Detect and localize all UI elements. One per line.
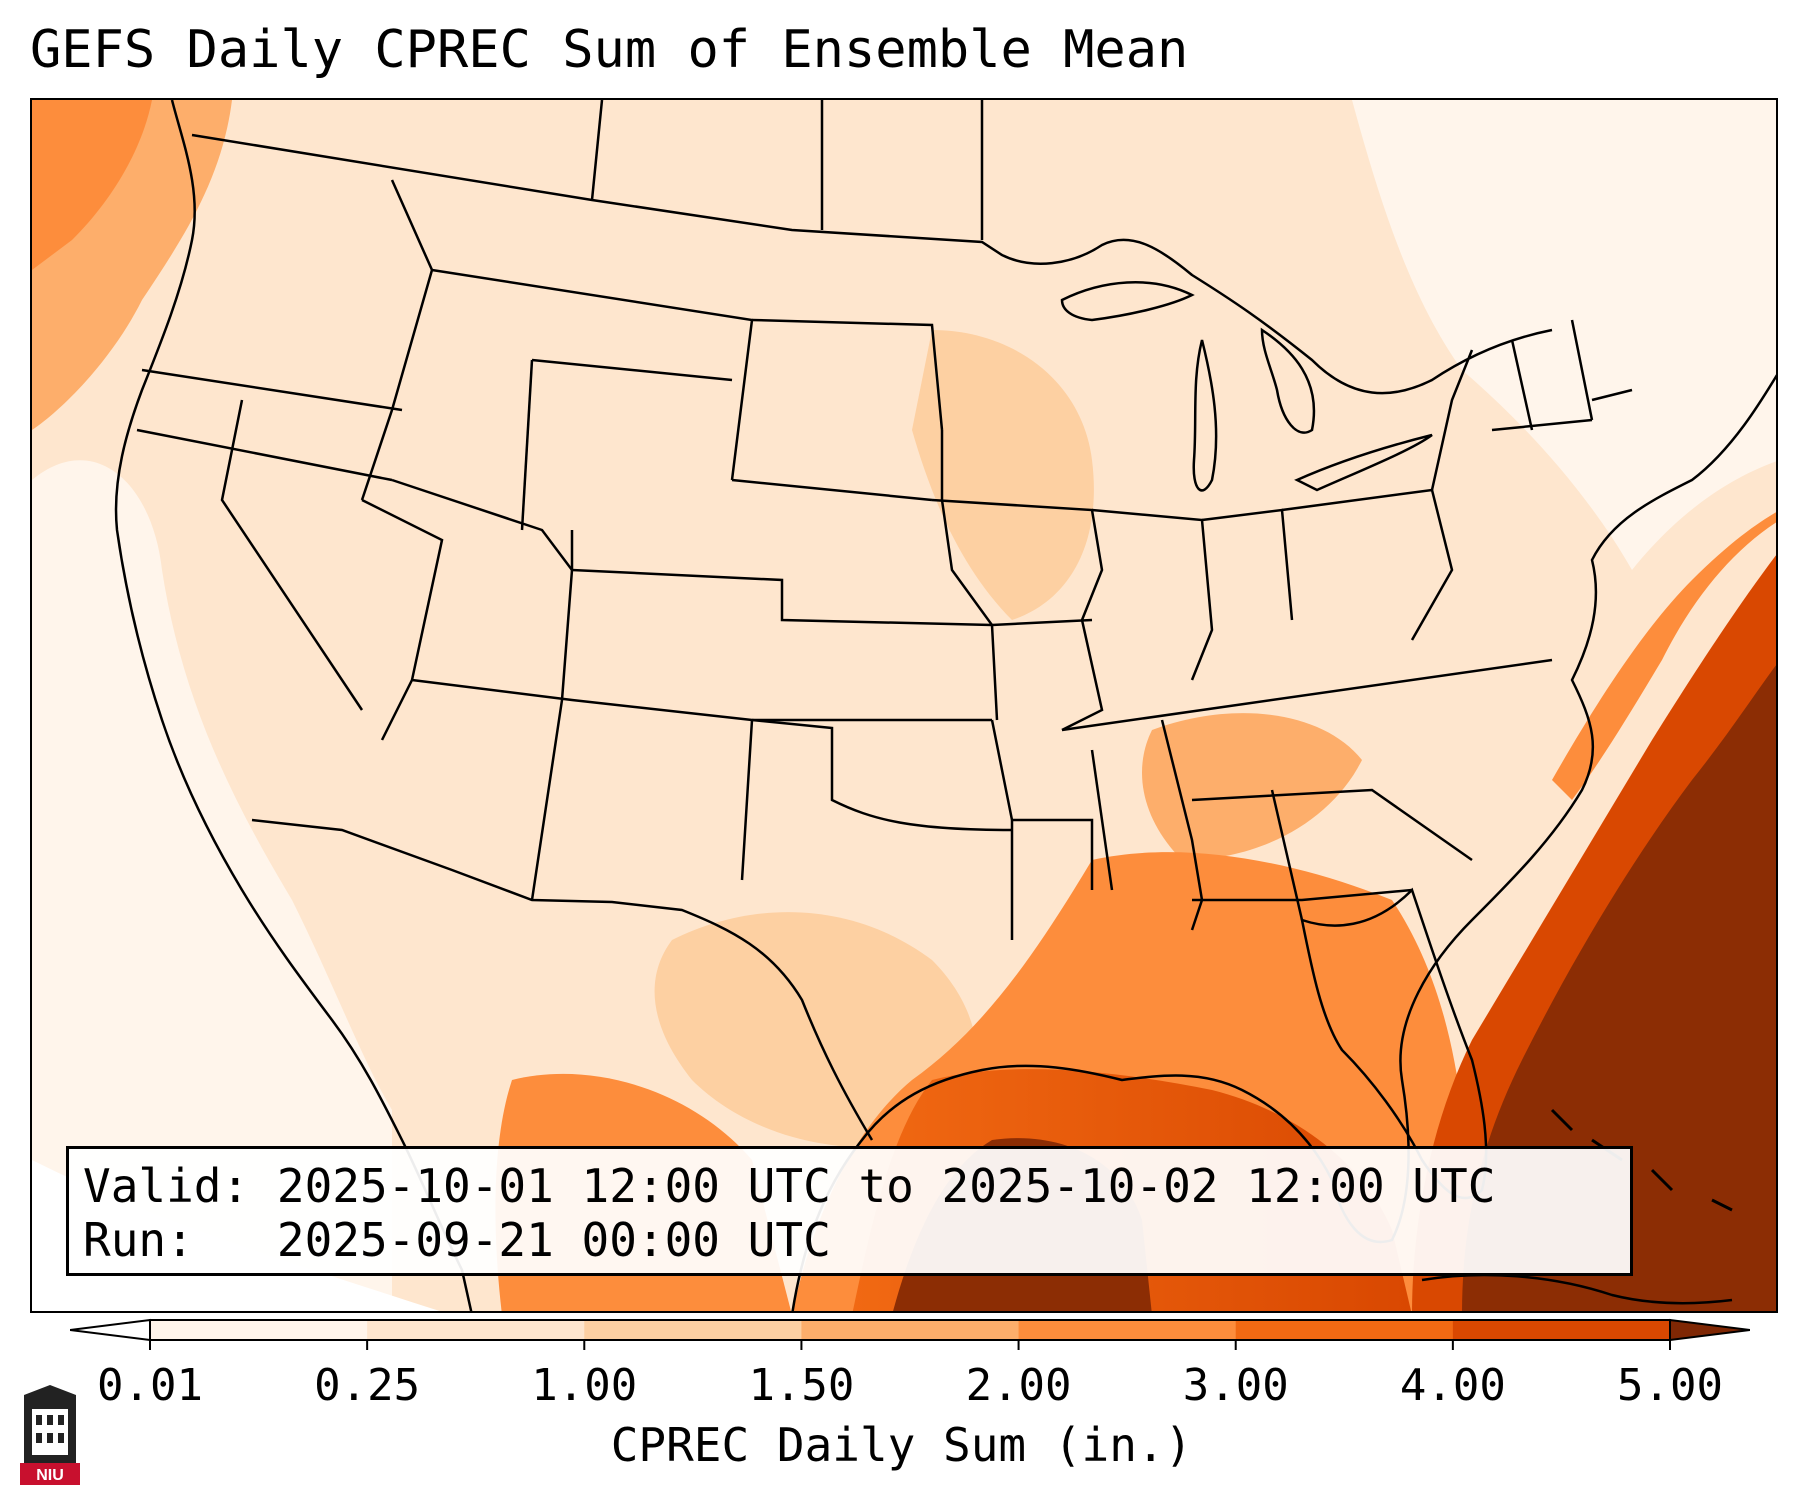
colorbar-tick-label: 4.00 — [1399, 1360, 1506, 1411]
colorbar-ticks: 0.01 0.25 1.00 1.50 2.00 3.00 4.00 5.00 — [0, 1360, 1803, 1420]
precip-region-midwest — [912, 330, 1094, 620]
university-tower-icon: NIU — [20, 1385, 80, 1485]
colorbar-segment — [367, 1320, 585, 1340]
valid-row: Valid: 2025-10-01 12:00 UTC to 2025-10-0… — [83, 1159, 1616, 1213]
colorbar-segment — [584, 1320, 802, 1340]
lake-erie — [1294, 433, 1433, 492]
logo-text: NIU — [36, 1467, 64, 1484]
colorbar-segment — [150, 1320, 368, 1340]
run-value: 2025-09-21 00:00 UTC — [276, 1213, 831, 1267]
lake-michigan — [1192, 339, 1218, 492]
colorbar-tick-label: 2.00 — [965, 1360, 1072, 1411]
state-boundaries — [136, 100, 1633, 940]
map-frame — [30, 98, 1778, 1313]
colorbar-tick-label: 1.00 — [531, 1360, 638, 1411]
coastline — [114, 100, 473, 1311]
colorbar-over-triangle — [1669, 1318, 1750, 1342]
colorbar-outline — [149, 1319, 1671, 1341]
colorbar-segment — [1235, 1320, 1454, 1340]
precip-region-pacific-light — [32, 460, 392, 1311]
colorbar-segment — [1018, 1320, 1237, 1340]
run-label: Run: — [83, 1213, 194, 1267]
valid-value: 2025-10-01 12:00 UTC to 2025-10-02 12:00… — [276, 1159, 1496, 1213]
precip-map — [32, 100, 1776, 1311]
precip-region-atlantic-edge — [1552, 512, 1776, 800]
lake-huron — [1260, 327, 1316, 434]
colorbar-tick-label: 3.00 — [1182, 1360, 1289, 1411]
colorbar-tick-label: 0.01 — [97, 1360, 203, 1411]
valid-label: Valid: — [83, 1159, 250, 1213]
precip-region-nw-core — [32, 100, 152, 270]
precip-region-tennessee-valley — [1142, 713, 1362, 860]
colorbar — [70, 1318, 1750, 1350]
chart-title: GEFS Daily CPREC Sum of Ensemble Mean — [30, 20, 1189, 80]
colorbar-segment — [1452, 1320, 1671, 1340]
run-row: Run: 2025-09-21 00:00 UTC — [83, 1213, 1616, 1267]
lake-superior — [1060, 281, 1195, 322]
valid-time-box: Valid: 2025-10-01 12:00 UTC to 2025-10-0… — [66, 1146, 1633, 1276]
colorbar-under-triangle — [70, 1318, 151, 1342]
colorbar-tick-label: 0.25 — [314, 1360, 421, 1411]
us-canada-border — [191, 133, 1553, 395]
precip-region-northeast — [1352, 100, 1776, 570]
colorbar-tick-label: 1.50 — [748, 1360, 855, 1411]
colorbar-label: CPREC Daily Sum (in.) — [610, 1418, 1193, 1472]
colorbar-segment — [801, 1320, 1020, 1340]
colorbar-tick-label: 5.00 — [1617, 1360, 1723, 1411]
us-mexico-border — [251, 818, 874, 1141]
